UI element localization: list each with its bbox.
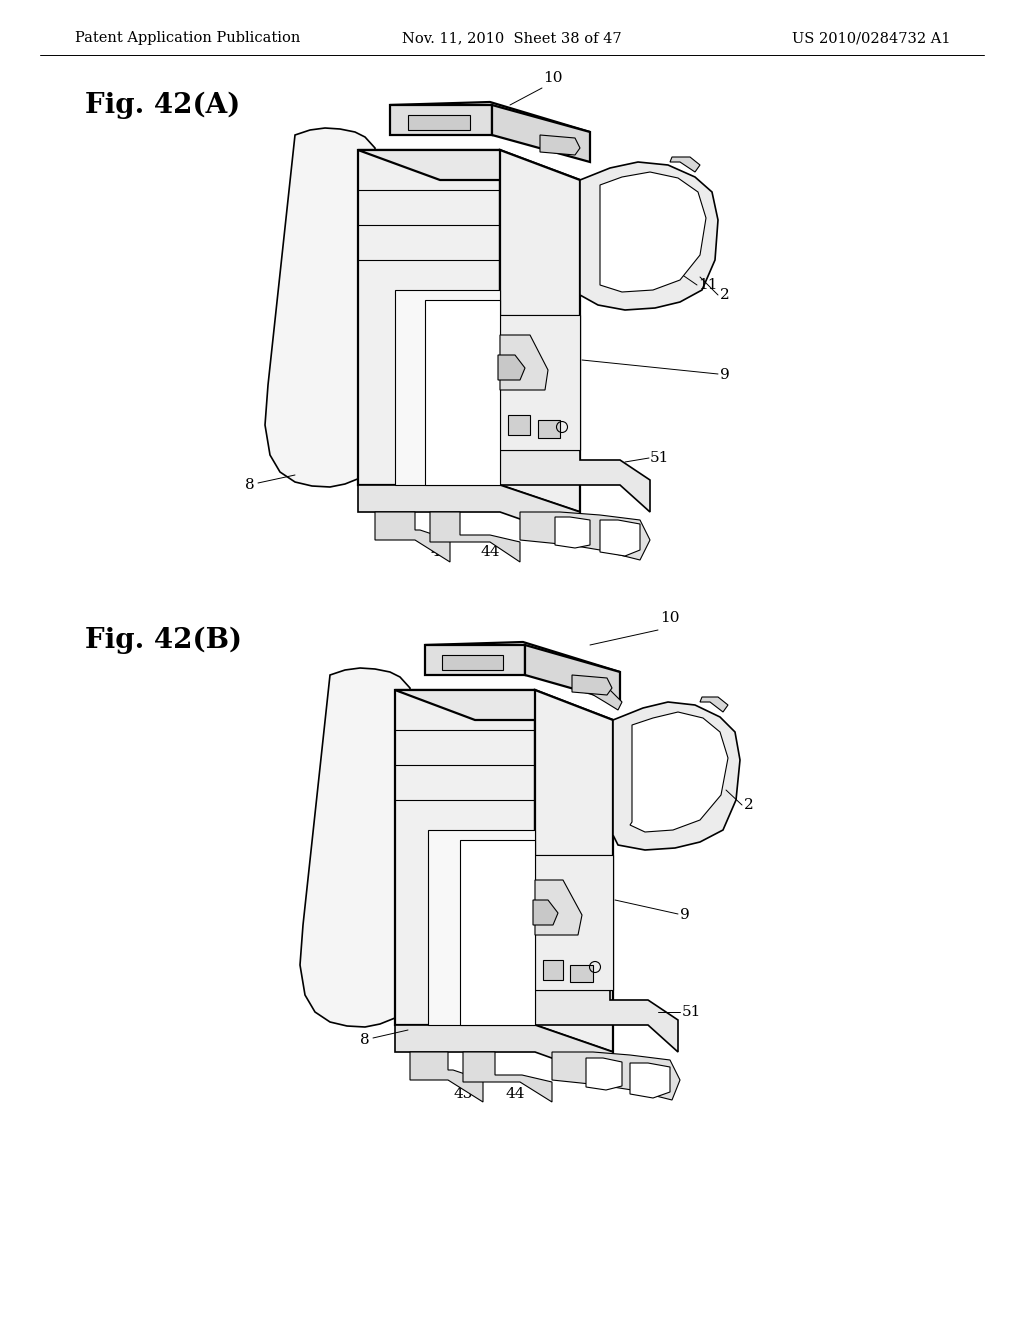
Polygon shape (535, 855, 613, 990)
Polygon shape (630, 1063, 670, 1098)
Text: 8: 8 (246, 478, 255, 492)
Polygon shape (395, 290, 580, 484)
Text: 2: 2 (720, 288, 730, 302)
Polygon shape (265, 128, 377, 487)
Text: Patent Application Publication: Patent Application Publication (75, 30, 300, 45)
Polygon shape (555, 517, 590, 548)
Polygon shape (500, 335, 548, 389)
Polygon shape (543, 960, 563, 979)
Text: 51: 51 (682, 1005, 701, 1019)
Polygon shape (425, 642, 620, 675)
Polygon shape (395, 690, 613, 719)
Polygon shape (525, 645, 620, 702)
Polygon shape (463, 1052, 552, 1102)
Polygon shape (586, 1059, 622, 1090)
Polygon shape (535, 880, 582, 935)
Text: 8: 8 (360, 1034, 370, 1047)
Text: 10: 10 (660, 611, 680, 624)
Text: 43: 43 (430, 545, 450, 558)
Polygon shape (358, 150, 580, 180)
Polygon shape (442, 655, 503, 671)
Polygon shape (670, 157, 700, 172)
Polygon shape (534, 900, 558, 925)
Polygon shape (375, 512, 450, 562)
Text: 9: 9 (680, 908, 690, 921)
Polygon shape (500, 450, 650, 512)
Text: 2: 2 (744, 799, 754, 812)
Polygon shape (390, 106, 492, 135)
Polygon shape (552, 1052, 680, 1100)
Polygon shape (410, 1052, 483, 1102)
Polygon shape (538, 420, 560, 438)
Text: 44: 44 (480, 545, 500, 558)
Polygon shape (535, 690, 613, 1052)
Text: 11: 11 (698, 279, 718, 292)
Text: 9: 9 (720, 368, 730, 381)
Polygon shape (575, 678, 622, 710)
Polygon shape (500, 315, 580, 450)
Polygon shape (395, 1026, 613, 1080)
Polygon shape (390, 102, 590, 135)
Polygon shape (498, 355, 525, 380)
Text: Fig. 42(B): Fig. 42(B) (85, 626, 242, 653)
Polygon shape (540, 135, 580, 154)
Polygon shape (395, 690, 535, 1026)
Polygon shape (428, 830, 613, 1026)
Polygon shape (570, 965, 593, 982)
Polygon shape (572, 675, 612, 696)
Text: 44: 44 (505, 1086, 524, 1101)
Polygon shape (430, 512, 520, 562)
Polygon shape (358, 150, 500, 484)
Polygon shape (300, 668, 412, 1027)
Text: Fig. 42(A): Fig. 42(A) (85, 91, 241, 119)
Polygon shape (358, 484, 580, 540)
Polygon shape (408, 115, 470, 129)
Text: US 2010/0284732 A1: US 2010/0284732 A1 (792, 30, 950, 45)
Polygon shape (580, 162, 718, 310)
Polygon shape (600, 520, 640, 556)
Text: 51: 51 (650, 451, 670, 465)
Polygon shape (630, 711, 728, 832)
Text: 43: 43 (454, 1086, 473, 1101)
Polygon shape (535, 990, 678, 1052)
Polygon shape (492, 106, 590, 162)
Polygon shape (425, 645, 525, 675)
Polygon shape (460, 840, 535, 1026)
Polygon shape (613, 702, 740, 850)
Polygon shape (600, 172, 706, 292)
Polygon shape (520, 512, 650, 560)
Text: Nov. 11, 2010  Sheet 38 of 47: Nov. 11, 2010 Sheet 38 of 47 (402, 30, 622, 45)
Polygon shape (500, 150, 580, 512)
Polygon shape (508, 414, 530, 436)
Polygon shape (425, 300, 500, 484)
Polygon shape (700, 697, 728, 711)
Text: 10: 10 (543, 71, 562, 84)
